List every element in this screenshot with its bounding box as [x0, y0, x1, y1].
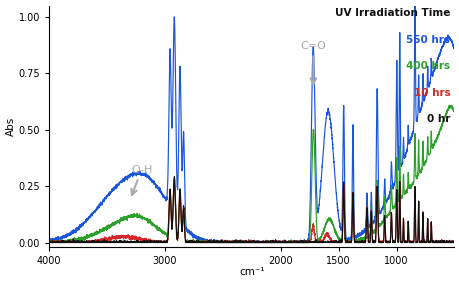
- Text: 550 hrs: 550 hrs: [405, 35, 449, 44]
- X-axis label: cm⁻¹: cm⁻¹: [238, 267, 264, 277]
- Text: C=O: C=O: [300, 41, 325, 84]
- Text: 10 hrs: 10 hrs: [413, 88, 449, 98]
- Y-axis label: Abs: Abs: [6, 117, 16, 136]
- Text: UV Irradiation Time: UV Irradiation Time: [334, 8, 449, 18]
- Text: 0 hr: 0 hr: [426, 114, 449, 124]
- Text: 400 hrs: 400 hrs: [405, 61, 449, 71]
- Text: O-H: O-H: [131, 165, 152, 195]
